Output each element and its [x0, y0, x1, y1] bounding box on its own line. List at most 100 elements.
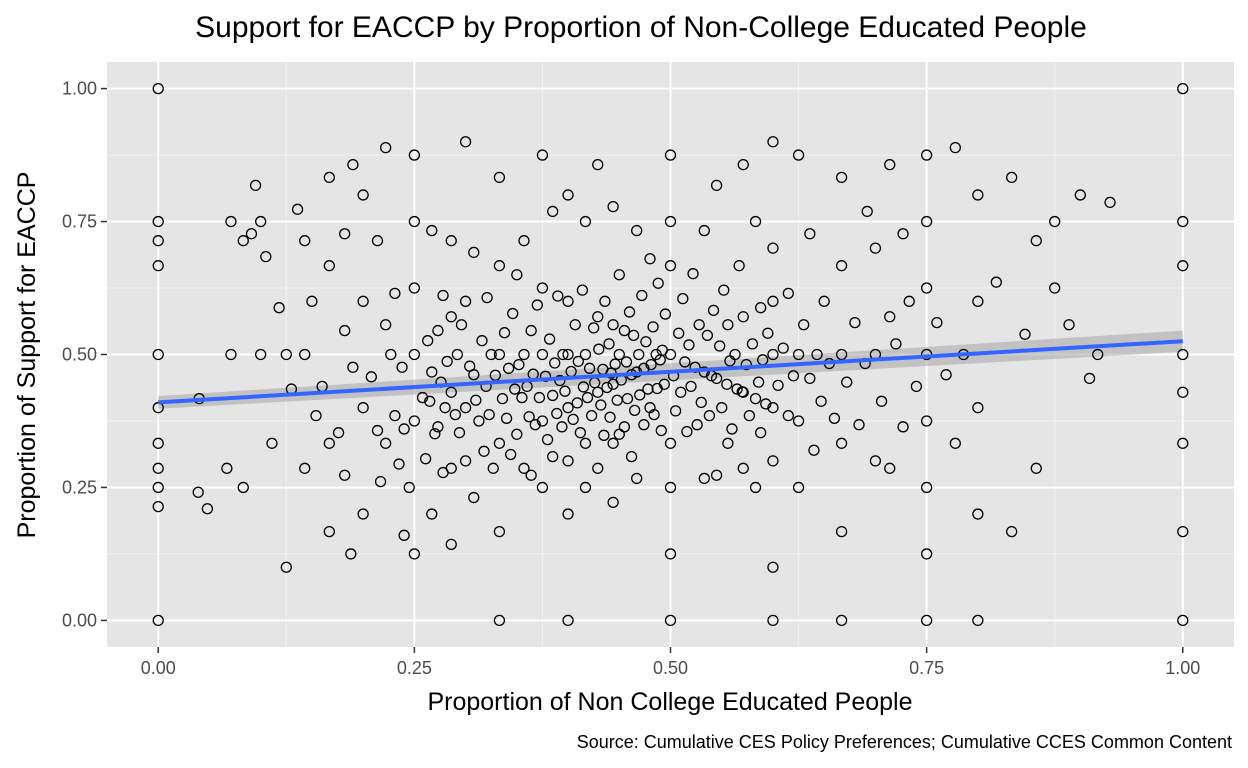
data-point [523, 411, 535, 423]
data-point [722, 319, 734, 331]
data-point [638, 419, 650, 431]
data-point [507, 307, 519, 320]
data-point [502, 362, 515, 374]
data-point [422, 335, 434, 347]
data-point [681, 425, 693, 438]
data-point [445, 462, 457, 474]
data-point [737, 311, 749, 323]
y-tick-label: 0.50 [62, 345, 97, 365]
data-point [579, 437, 592, 449]
data-point [687, 268, 699, 280]
data-point [1104, 196, 1116, 209]
data-point [664, 614, 677, 627]
data-point [607, 201, 619, 213]
x-tick-label: 0.50 [653, 658, 688, 678]
data-point [152, 500, 164, 513]
data-point [767, 455, 779, 467]
data-point [500, 412, 513, 424]
data-point [598, 429, 610, 441]
data-point [664, 481, 677, 494]
data-point [481, 291, 493, 304]
data-point [371, 235, 384, 247]
data-point [225, 348, 237, 361]
data-point [767, 561, 779, 573]
data-point [884, 311, 896, 323]
data-point [459, 295, 472, 307]
data-point [549, 357, 561, 369]
data-point [972, 189, 984, 201]
data-point [920, 481, 933, 494]
data-point [273, 302, 285, 314]
data-point [828, 412, 841, 424]
data-point [920, 215, 933, 228]
data-point [1177, 437, 1189, 449]
data-point [493, 260, 506, 272]
data-point [221, 462, 233, 474]
data-point [631, 224, 643, 237]
data-point [380, 141, 392, 154]
data-point [543, 333, 556, 345]
chart-caption: Source: Cumulative CES Policy Preference… [577, 732, 1232, 752]
data-point [152, 82, 164, 95]
data-point [835, 614, 848, 627]
data-point [1006, 171, 1018, 184]
data-point [347, 158, 359, 171]
data-point [389, 410, 401, 422]
data-point [940, 369, 952, 381]
data-point [737, 462, 749, 474]
data-point [592, 462, 604, 474]
data-point [459, 402, 472, 414]
data-point [299, 462, 311, 474]
data-point [818, 295, 830, 307]
data-point [416, 391, 429, 404]
data-point [374, 475, 387, 488]
data-point [496, 392, 509, 405]
data-point [664, 348, 677, 361]
data-point [432, 421, 444, 433]
data-point [1030, 462, 1042, 474]
data-point [493, 171, 506, 184]
data-point [740, 358, 752, 371]
data-point [536, 282, 549, 294]
data-point [152, 481, 164, 494]
data-point [567, 413, 579, 426]
data-point [445, 538, 457, 551]
data-point [531, 299, 543, 311]
data-point [357, 402, 369, 414]
data-point [618, 324, 631, 337]
data-point [620, 356, 633, 368]
data-point [664, 548, 677, 560]
data-point [884, 158, 896, 171]
data-point [772, 379, 784, 391]
data-point [424, 395, 436, 407]
data-point [749, 215, 762, 228]
data-point [1177, 215, 1189, 228]
data-point [437, 289, 449, 302]
data-point [618, 421, 631, 433]
data-point [640, 336, 652, 348]
data-point [408, 415, 421, 427]
data-point [152, 402, 164, 414]
data-point [585, 410, 598, 422]
data-point [408, 548, 421, 560]
data-point [737, 386, 749, 398]
data-point [683, 339, 695, 351]
data-point [1177, 614, 1189, 627]
data-point [679, 356, 691, 368]
data-point [636, 289, 648, 302]
data-point [323, 171, 335, 184]
data-point [841, 376, 853, 388]
data-point [579, 481, 592, 494]
data-point [299, 348, 311, 361]
data-point [642, 383, 654, 395]
data-point [664, 260, 677, 272]
data-point [603, 338, 615, 350]
regression-line [158, 339, 1183, 405]
data-point [592, 311, 604, 323]
data-point [920, 282, 933, 294]
data-point [577, 381, 590, 393]
data-point [675, 386, 687, 398]
data-point [664, 437, 677, 449]
data-point [1074, 189, 1086, 201]
data-point [762, 327, 774, 339]
